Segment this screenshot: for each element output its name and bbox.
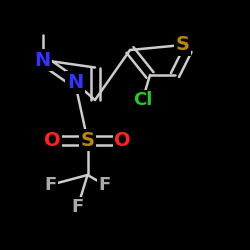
Text: S: S (80, 130, 94, 150)
Text: F: F (44, 176, 56, 194)
Text: O: O (114, 130, 131, 150)
Text: N: N (34, 50, 50, 70)
Text: O: O (44, 130, 61, 150)
Text: F: F (72, 198, 84, 216)
Text: S: S (176, 36, 190, 54)
Text: N: N (67, 73, 83, 92)
Text: F: F (99, 176, 111, 194)
Text: Cl: Cl (133, 91, 152, 109)
